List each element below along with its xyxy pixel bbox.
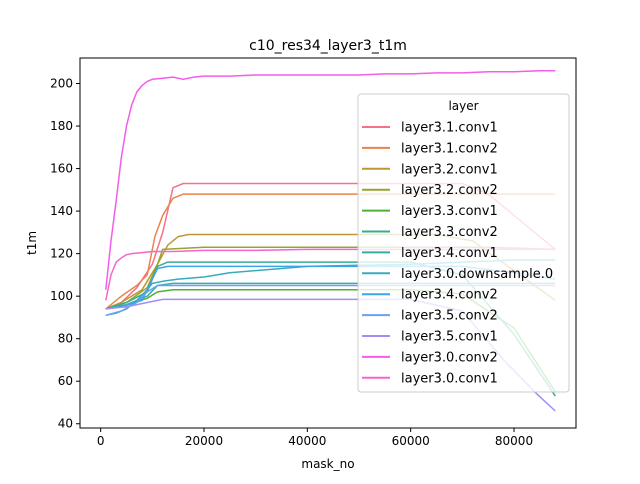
legend-label: layer3.5.conv2 bbox=[401, 309, 498, 324]
legend-entry: layer3.1.conv2 bbox=[362, 141, 498, 156]
legend-label: layer3.0.conv1 bbox=[401, 371, 498, 386]
x-tick-label: 40000 bbox=[288, 434, 326, 448]
plot-frame bbox=[79, 57, 577, 429]
x-tick-label: 80000 bbox=[495, 434, 533, 448]
legend-entry: layer3.0.conv2 bbox=[362, 350, 498, 365]
legend-label: layer3.4.conv1 bbox=[401, 246, 498, 261]
legend-label: layer3.1.conv1 bbox=[401, 121, 498, 136]
x-axis: 0 20000 40000 60000 80000 bbox=[97, 428, 533, 448]
y-tick-label: 40 bbox=[58, 417, 73, 431]
legend-entry: layer3.1.conv1 bbox=[362, 121, 498, 136]
legend-label: layer3.0.conv2 bbox=[401, 350, 498, 365]
y-axis: 40 60 80 100 120 140 160 180 200 bbox=[50, 77, 80, 431]
legend-label: layer3.3.conv2 bbox=[401, 225, 498, 240]
y-tick-label: 140 bbox=[50, 204, 73, 218]
y-tick-label: 200 bbox=[50, 77, 73, 91]
y-tick-label: 100 bbox=[50, 289, 73, 303]
legend-title: layer bbox=[448, 99, 478, 113]
y-axis-label: t1m bbox=[25, 231, 39, 255]
legend-entry: layer3.5.conv1 bbox=[362, 330, 498, 345]
legend-entry: layer3.0.conv1 bbox=[362, 371, 498, 386]
series-line-layer3-0-conv2 bbox=[105, 70, 556, 290]
legend-label: layer3.0.downsample.0 bbox=[401, 267, 553, 282]
legend-entry: layer3.3.conv1 bbox=[362, 204, 498, 219]
y-tick-label: 180 bbox=[50, 119, 73, 133]
legend-entry: layer3.3.conv2 bbox=[362, 225, 498, 240]
chart-title: c10_res34_layer3_t1m bbox=[249, 38, 407, 54]
legend-entry: layer3.0.downsample.0 bbox=[362, 267, 553, 282]
legend-entry: layer3.2.conv2 bbox=[362, 183, 498, 198]
legend-label: layer3.1.conv2 bbox=[401, 141, 498, 156]
legend-label: layer3.2.conv2 bbox=[401, 183, 498, 198]
y-tick-label: 160 bbox=[50, 162, 73, 176]
legend-entry: layer3.4.conv2 bbox=[362, 288, 498, 303]
legend-entry: layer3.5.conv2 bbox=[362, 309, 498, 324]
legend-label: layer3.3.conv1 bbox=[401, 204, 498, 219]
series-line-layer3-1-conv2 bbox=[105, 193, 556, 310]
legend-label: layer3.4.conv2 bbox=[401, 288, 498, 303]
legend-entry: layer3.2.conv1 bbox=[362, 162, 498, 177]
legend-box bbox=[357, 93, 570, 393]
legend-label: layer3.2.conv1 bbox=[401, 162, 498, 177]
x-tick-label: 20000 bbox=[185, 434, 223, 448]
y-tick-label: 120 bbox=[50, 247, 73, 261]
x-axis-label: mask_no bbox=[301, 457, 354, 471]
y-tick-label: 80 bbox=[58, 332, 73, 346]
legend-label: layer3.5.conv1 bbox=[401, 330, 498, 345]
y-tick-label: 60 bbox=[58, 374, 73, 388]
legend: layer layer3.1.conv1 layer3.1.conv2 layer3… bbox=[357, 93, 570, 393]
x-tick-label: 0 bbox=[97, 434, 105, 448]
x-tick-label: 60000 bbox=[392, 434, 430, 448]
legend-entry: layer3.4.conv1 bbox=[362, 246, 498, 261]
